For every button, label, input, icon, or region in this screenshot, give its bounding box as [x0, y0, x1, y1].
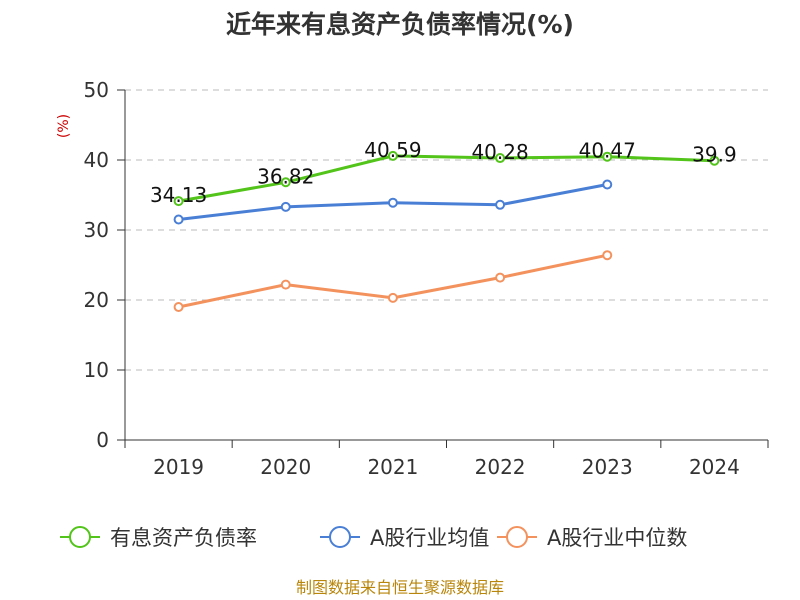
point-2-2019 — [173, 302, 184, 312]
point-2-2021 — [387, 292, 398, 303]
point-1-2021 — [387, 197, 398, 208]
data-label-2024: 39.9 — [692, 143, 737, 167]
x-tick-label-2020: 2020 — [260, 455, 311, 479]
point-1-2023 — [602, 179, 613, 190]
point-0-2023 — [602, 151, 613, 162]
point-2-2020 — [280, 279, 291, 290]
legend-label-0: 有息资产负债率 — [110, 526, 257, 550]
point-0-2019 — [173, 196, 184, 207]
x-tick-label-2019: 2019 — [153, 455, 204, 479]
data-label-2020: 36.82 — [257, 164, 314, 188]
legend-marker-2 — [506, 526, 528, 548]
series — [173, 150, 720, 312]
legend-marker-0 — [69, 526, 91, 548]
x-tick-label-2021: 2021 — [367, 455, 418, 479]
y-tick-label-10: 10 — [84, 358, 109, 382]
chart-title: 近年来有息资产负债率情况(%) — [226, 10, 574, 39]
point-0-2021 — [387, 150, 398, 161]
legend-label-2: A股行业中位数 — [547, 526, 687, 550]
y-tick-label-20: 20 — [84, 288, 109, 312]
data-label-2019: 34.13 — [150, 183, 207, 207]
axes: 0 10 20 30 40 50 2019 2020 2021 2022 2023 2024 — [84, 78, 769, 479]
y-tick-label-40: 40 — [84, 148, 109, 172]
point-1-2020 — [280, 201, 291, 212]
point-2-2023 — [602, 250, 613, 261]
y-tick-label-30: 30 — [84, 218, 109, 242]
source-note: 制图数据来自恒生聚源数据库 — [296, 578, 504, 597]
legend-label-1: A股行业均值 — [370, 526, 489, 550]
y-tick-label-50: 50 — [84, 78, 109, 102]
point-0-2022 — [495, 153, 506, 164]
y-axis-unit: (%) — [56, 114, 72, 138]
x-tick-label-2022: 2022 — [475, 455, 526, 479]
data-label-2023: 40.47 — [579, 139, 636, 163]
gridlines — [125, 89, 768, 371]
x-tick-label-2024: 2024 — [689, 455, 740, 479]
data-labels: 34.13 36.82 40.59 40.28 40.47 39.9 — [150, 138, 737, 207]
point-0-2024 — [709, 155, 720, 166]
series-line-0 — [178, 154, 715, 203]
point-0-2020 — [280, 177, 291, 188]
x-tick-label-2023: 2023 — [582, 455, 633, 479]
y-tick-label-0: 0 — [96, 428, 109, 452]
data-label-2022: 40.28 — [471, 140, 528, 164]
data-label-2021: 40.59 — [364, 138, 421, 162]
legend: 有息资产负债率 A股行业均值 A股行业中位数 — [60, 526, 687, 550]
point-1-2019 — [173, 214, 184, 225]
point-1-2022 — [495, 199, 506, 210]
point-2-2022 — [495, 272, 506, 283]
legend-marker-1 — [329, 526, 351, 548]
